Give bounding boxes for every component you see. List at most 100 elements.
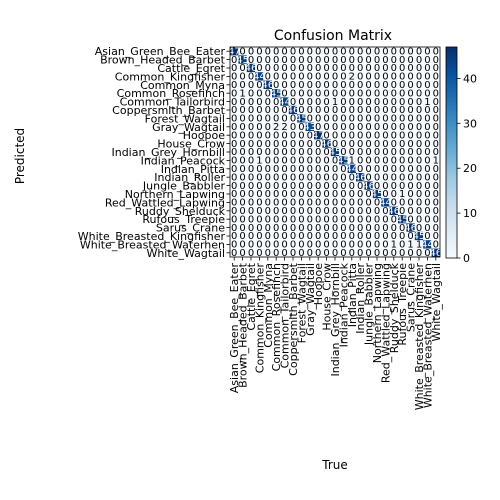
heatmap-cell [414,156,424,165]
cell-value: 0 [290,63,296,74]
heatmap-cell [230,164,239,174]
cell-value: 0 [281,130,287,141]
cell-value: 0 [391,223,397,234]
heatmap-cell [372,47,382,56]
heatmap-cell [305,189,315,199]
cell-value: 0 [407,80,413,91]
cell-value: 0 [315,231,321,242]
cell-value: 0 [382,80,388,91]
cell-value: 0 [382,240,388,251]
heatmap-cell [272,89,281,98]
x-tick-label: Gray_Wagtail [304,263,317,336]
cell-value: 0 [332,240,338,251]
heatmap-cell [347,231,357,241]
heatmap-cell [314,181,323,190]
heatmap-cell [255,240,264,249]
cell-value: 0 [256,122,262,133]
cell-value: 0 [365,97,371,108]
heatmap-cell [314,215,323,224]
heatmap-cell [398,181,407,190]
heatmap-cell [272,105,281,115]
cell-value: 0 [323,46,329,57]
cell-value: 0 [433,55,439,66]
cell-value: 0 [399,139,405,150]
heatmap-cell [364,240,373,249]
cell-value: 0 [349,105,355,116]
heatmap-cell [322,63,331,73]
cell-value: 46 [404,223,417,234]
cell-value: 0 [365,130,371,141]
cell-value: 0 [340,122,346,133]
cell-value: 0 [382,46,388,57]
cell-value: 0 [365,63,371,74]
heatmap-cell [414,139,424,148]
cell-value: 0 [307,181,313,192]
heatmap-cell [431,181,441,190]
cell-value: 0 [231,97,237,108]
cell-value: 0 [399,147,405,158]
heatmap-cell [238,114,247,123]
cell-value: 0 [433,97,439,108]
heatmap-cell [356,223,365,232]
heatmap-cell [423,164,432,174]
heatmap-cell [280,248,289,258]
cell-value: 0 [391,231,397,242]
heatmap-cell [272,198,281,207]
heatmap-cell [238,80,247,90]
heatmap-cell [263,114,273,123]
y-tick-label: Coppersmith_Barbet [112,104,226,117]
cell-value: 0 [365,231,371,242]
y-tick-label: Brown_Headed_Barbet [100,54,226,67]
heatmap-cell [406,72,415,81]
cell-value: 44 [421,240,434,251]
heatmap-cell [356,181,365,190]
cell-value: 0 [231,172,237,183]
heatmap-cell [372,248,382,258]
cell-value: 0 [307,46,313,57]
cell-value: 0 [290,46,296,57]
heatmap-cell [381,248,390,258]
heatmap-cell [322,173,331,182]
heatmap-cell [230,97,239,106]
cell-value: 44 [345,164,358,175]
heatmap-cell [431,63,441,73]
cell-value: 0 [248,240,254,251]
cell-value: 0 [231,72,237,83]
heatmap-cell [246,63,256,73]
heatmap-cell [389,80,399,90]
x-tick-label: Sarus_Crane [405,263,418,332]
cell-value: 0 [248,172,254,183]
cell-value: 43 [303,122,316,133]
heatmap-cell [414,223,424,232]
cell-value: 0 [231,156,237,167]
heatmap-cell [280,72,289,81]
cell-value: 0 [273,63,279,74]
cell-value: 0 [273,189,279,200]
cell-value: 0 [424,88,430,99]
heatmap-cell [372,231,382,241]
cell-value: 0 [399,63,405,74]
cell-value: 0 [357,231,363,242]
cell-value: 0 [239,72,245,83]
cell-value: 0 [357,206,363,217]
heatmap-cell [356,89,365,98]
heatmap-cell [414,89,424,98]
heatmap-cell [330,240,340,249]
heatmap-cell [314,89,323,98]
cell-value: 0 [407,231,413,242]
cell-value: 0 [290,156,296,167]
cell-value: 0 [265,240,271,251]
heatmap-cell [230,223,239,232]
heatmap-cell [263,80,273,90]
heatmap-cell [314,131,323,140]
cell-value: 0 [239,206,245,217]
heatmap-cell [356,231,365,241]
heatmap-cell [280,173,289,182]
cell-value: 0 [374,63,380,74]
cell-value: 0 [265,139,271,150]
cell-value: 0 [433,206,439,217]
heatmap-cell [230,189,239,199]
cell-value: 0 [265,248,271,259]
heatmap-cell [322,131,331,140]
